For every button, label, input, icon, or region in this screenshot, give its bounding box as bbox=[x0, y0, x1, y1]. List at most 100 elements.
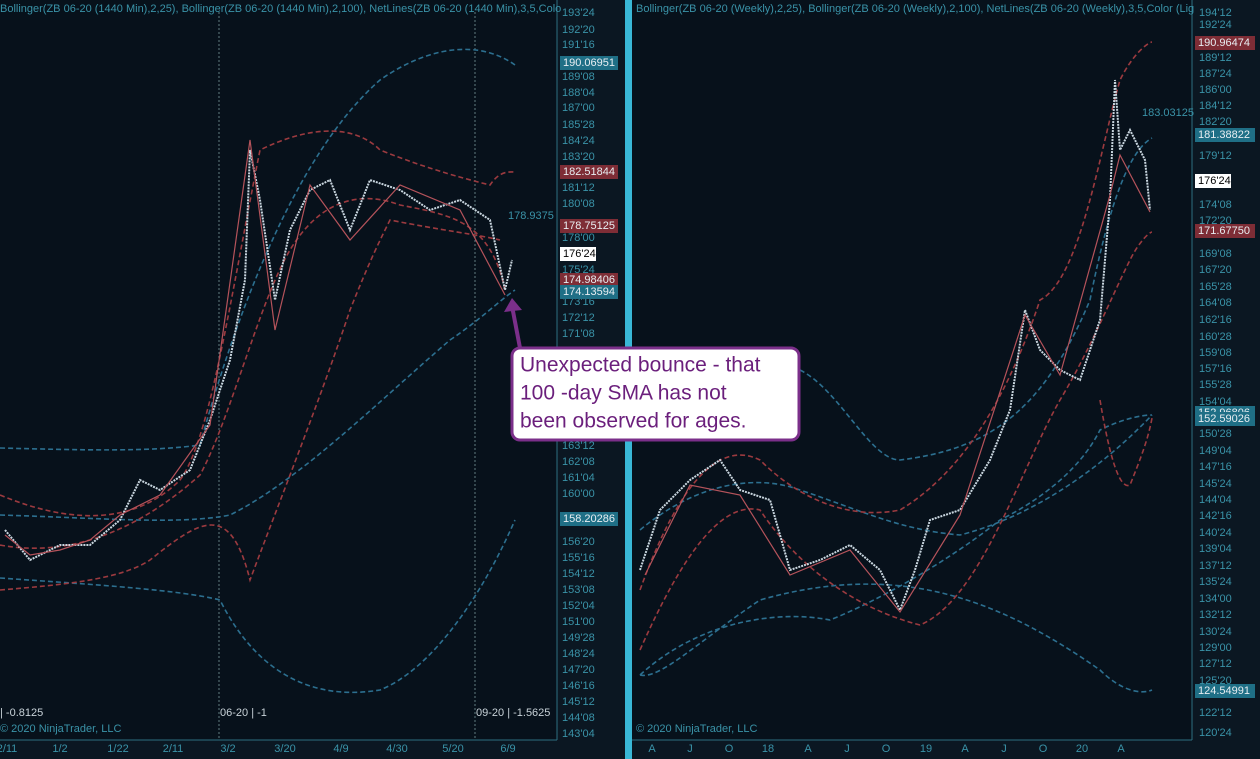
price-label: 127'12 bbox=[1199, 658, 1232, 670]
last-price-label: 183.03125 bbox=[1142, 107, 1194, 119]
price-label: 192'24 bbox=[1199, 19, 1232, 31]
price-label: 156'20 bbox=[562, 536, 595, 548]
price-label: 189'08 bbox=[562, 71, 595, 83]
price-tag bbox=[560, 512, 618, 526]
time-label: J bbox=[687, 743, 693, 755]
band-upper-100 bbox=[0, 48, 516, 451]
price-label: 135'24 bbox=[1199, 576, 1232, 588]
price-label: 160'28 bbox=[1199, 331, 1232, 343]
price-label: 144'04 bbox=[1199, 494, 1232, 506]
annotation-arrowhead bbox=[504, 298, 522, 312]
price-label: 151'00 bbox=[562, 616, 595, 628]
time-label: A bbox=[804, 743, 812, 755]
time-label: O bbox=[725, 743, 734, 755]
price-label: 174'08 bbox=[1199, 199, 1232, 211]
time-label: 2/11 bbox=[163, 743, 184, 755]
price-label: 191'16 bbox=[562, 39, 595, 51]
band-outer-lower bbox=[639, 583, 1153, 693]
price-tag bbox=[560, 247, 596, 261]
price-label: 164'08 bbox=[1199, 297, 1232, 309]
price-label: 148'24 bbox=[562, 648, 595, 660]
copyright: © 2020 NinjaTrader, LLC bbox=[636, 723, 757, 735]
band-lower-25 bbox=[639, 231, 1153, 651]
band-upper-100 bbox=[799, 137, 1153, 461]
price-label: 182'20 bbox=[1199, 116, 1232, 128]
price-label: 149'28 bbox=[562, 632, 595, 644]
price-label: 185'28 bbox=[562, 119, 595, 131]
rollover-label: 09-20 | -1.5625 bbox=[476, 707, 550, 719]
price-tag bbox=[1195, 684, 1255, 698]
band-mid-25 bbox=[0, 197, 506, 549]
time-label: O bbox=[882, 743, 891, 755]
price-candles-down bbox=[644, 153, 1151, 614]
price-tag bbox=[1195, 128, 1255, 142]
price-tag-text: 176'24 bbox=[1198, 175, 1231, 187]
price-label: 134'00 bbox=[1199, 593, 1232, 605]
price-label: 132'12 bbox=[1199, 609, 1232, 621]
price-label: 130'24 bbox=[1199, 626, 1232, 638]
annotation-text: Unexpected bounce - that bbox=[520, 354, 761, 377]
price-candles-down bbox=[4, 139, 506, 556]
price-tag-text: 174.98406 bbox=[563, 274, 615, 286]
rollover-label: 06-20 | -1 bbox=[220, 707, 267, 719]
price-tag-text: 178.75125 bbox=[563, 220, 615, 232]
time-label: 1/22 bbox=[107, 743, 128, 755]
annotation-box bbox=[510, 346, 801, 442]
copyright: © 2020 NinjaTrader, LLC bbox=[0, 723, 121, 735]
price-label: 152'04 bbox=[562, 600, 595, 612]
price-label: 179'12 bbox=[1199, 150, 1232, 162]
price-tag-text: 158.20286 bbox=[563, 513, 615, 525]
annotation-text: 100 -day SMA has not bbox=[520, 382, 727, 405]
price-tag-text: 182.51844 bbox=[563, 166, 615, 178]
price-label: 145'24 bbox=[1199, 478, 1232, 490]
time-label: 1/2 bbox=[52, 743, 67, 755]
price-tag bbox=[1195, 412, 1255, 426]
price-tag-text: 190.06951 bbox=[563, 57, 615, 69]
time-label: J bbox=[1001, 743, 1007, 755]
price-label: 180'08 bbox=[562, 198, 595, 210]
rollover-label: | -0.8125 bbox=[0, 707, 43, 719]
price-label: 184'24 bbox=[562, 135, 595, 147]
time-label: 4/30 bbox=[386, 743, 407, 755]
panel-header: Bollinger(ZB 06-20 (1440 Min),2,25), Bol… bbox=[0, 3, 561, 15]
band-lower-25b bbox=[1099, 399, 1153, 487]
time-label: J bbox=[844, 743, 850, 755]
price-label: 145'12 bbox=[562, 696, 595, 708]
price-label: 125'20 bbox=[1199, 675, 1232, 687]
price-tag-text: 174.13594 bbox=[563, 286, 615, 298]
price-label: 183'20 bbox=[562, 151, 595, 163]
price-tag-text: 124.54991 bbox=[1198, 685, 1250, 697]
price-label: 144'08 bbox=[562, 712, 595, 724]
price-label: 169'08 bbox=[1199, 248, 1232, 260]
price-label: 193'24 bbox=[562, 7, 595, 19]
price-tag bbox=[560, 56, 618, 70]
price-label: 188'04 bbox=[562, 87, 595, 99]
time-label: A bbox=[648, 743, 656, 755]
price-tag bbox=[1195, 174, 1231, 188]
annotation-text: been observed for ages. bbox=[520, 410, 747, 433]
time-label: 20 bbox=[1076, 743, 1088, 755]
time-label: 19 bbox=[920, 743, 932, 755]
price-label: 155'28 bbox=[1199, 379, 1232, 391]
band-mid-100 bbox=[0, 289, 516, 521]
price-label: 150'28 bbox=[1199, 428, 1232, 440]
price-label: 153'08 bbox=[562, 584, 595, 596]
price-tag bbox=[560, 165, 618, 179]
price-tag-text: 152.59026 bbox=[1198, 413, 1250, 425]
price-label: 165'28 bbox=[1199, 281, 1232, 293]
price-label: 147'20 bbox=[562, 664, 595, 676]
price-tag bbox=[1195, 224, 1255, 238]
price-label: 187'24 bbox=[1199, 68, 1232, 80]
left-plot bbox=[0, 0, 557, 740]
price-label: 189'12 bbox=[1199, 52, 1232, 64]
time-label: 6/9 bbox=[500, 743, 515, 755]
price-label: 184'12 bbox=[1199, 100, 1232, 112]
price-label: 142'16 bbox=[1199, 510, 1232, 522]
time-label: 18 bbox=[762, 743, 774, 755]
price-label: 139'04 bbox=[1199, 543, 1232, 555]
price-label: 175'24 bbox=[562, 264, 595, 276]
time-label: 2/11 bbox=[0, 743, 17, 755]
panel-header: Bollinger(ZB 06-20 (Weekly),2,25), Bolli… bbox=[636, 3, 1194, 15]
price-label: 154'04 bbox=[1199, 396, 1232, 408]
